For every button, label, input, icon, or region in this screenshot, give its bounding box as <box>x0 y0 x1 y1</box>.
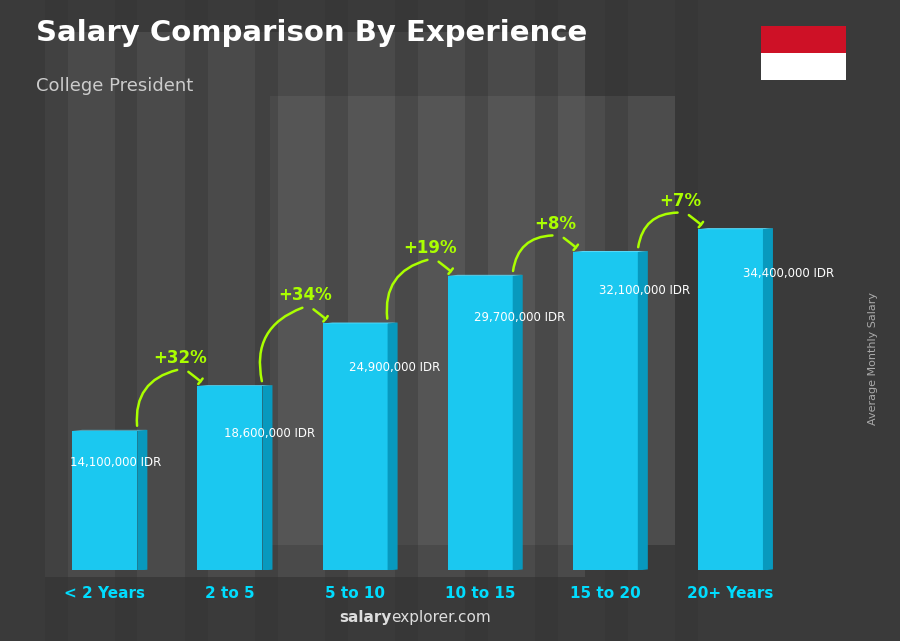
Text: salary: salary <box>339 610 392 625</box>
Bar <box>447 276 513 570</box>
Bar <box>325 0 347 641</box>
Bar <box>465 0 488 641</box>
Text: 34,400,000 IDR: 34,400,000 IDR <box>742 267 834 279</box>
Polygon shape <box>698 228 773 229</box>
Bar <box>255 0 277 641</box>
Polygon shape <box>322 322 398 324</box>
Bar <box>395 0 418 641</box>
Polygon shape <box>197 385 273 386</box>
Bar <box>535 0 557 641</box>
Bar <box>45 0 68 641</box>
Bar <box>605 0 627 641</box>
Polygon shape <box>513 275 523 570</box>
Text: Average Monthly Salary: Average Monthly Salary <box>868 292 878 426</box>
Text: College President: College President <box>36 77 194 95</box>
Polygon shape <box>388 322 398 570</box>
Text: 24,900,000 IDR: 24,900,000 IDR <box>349 360 440 374</box>
Text: +8%: +8% <box>535 215 576 233</box>
Polygon shape <box>138 430 148 570</box>
Bar <box>760 53 846 80</box>
Polygon shape <box>72 430 148 431</box>
Text: 18,600,000 IDR: 18,600,000 IDR <box>224 426 315 440</box>
Polygon shape <box>263 385 273 570</box>
Text: +32%: +32% <box>153 349 207 367</box>
Text: 14,100,000 IDR: 14,100,000 IDR <box>70 456 161 469</box>
Text: 29,700,000 IDR: 29,700,000 IDR <box>474 312 565 324</box>
Bar <box>675 0 698 641</box>
Bar <box>572 252 638 570</box>
Bar <box>185 0 208 641</box>
Bar <box>115 0 138 641</box>
Polygon shape <box>638 251 648 570</box>
Polygon shape <box>572 251 648 252</box>
Text: Salary Comparison By Experience: Salary Comparison By Experience <box>36 19 587 47</box>
Text: +19%: +19% <box>403 238 457 256</box>
Bar <box>322 324 388 570</box>
Bar <box>698 229 763 570</box>
Polygon shape <box>447 275 523 276</box>
Text: 32,100,000 IDR: 32,100,000 IDR <box>599 284 690 297</box>
Bar <box>45 32 585 577</box>
Polygon shape <box>763 228 773 570</box>
Bar <box>197 386 263 570</box>
Bar <box>760 26 846 53</box>
Bar <box>72 431 138 570</box>
Text: +34%: +34% <box>278 287 332 304</box>
Text: +7%: +7% <box>660 192 701 210</box>
Text: explorer.com: explorer.com <box>392 610 491 625</box>
Bar <box>270 96 675 545</box>
